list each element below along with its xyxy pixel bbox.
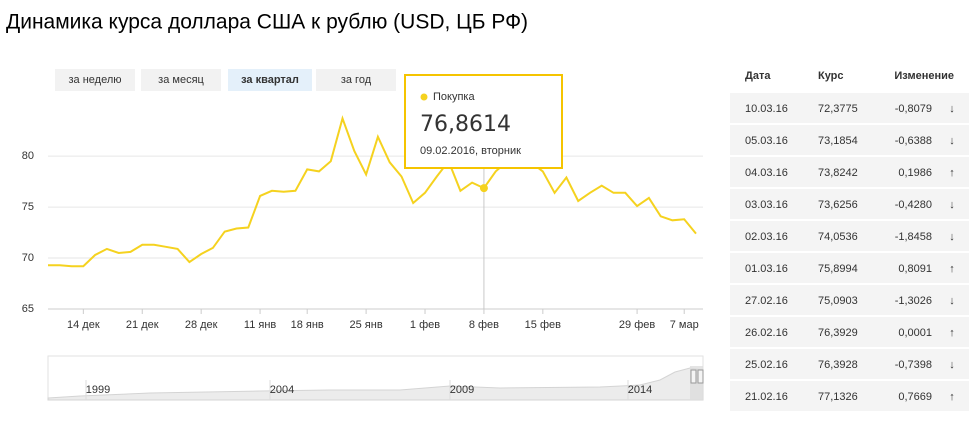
change-arrow: ↓ <box>949 199 955 211</box>
change-arrow: ↓ <box>949 135 955 147</box>
table-row <box>730 317 969 347</box>
tooltip-series: Покупка <box>433 91 475 103</box>
x-tick-label: 1 фев <box>410 319 440 331</box>
navigator: 1999 2004 2009 2014 <box>47 355 704 401</box>
y-tick-label: 70 <box>22 252 34 264</box>
change-arrow: ↓ <box>949 295 955 307</box>
tab[interactable] <box>228 69 312 91</box>
table-cell: 74,0536 <box>818 231 858 243</box>
table-cell: -1,8458 <box>895 231 932 243</box>
tooltip-dot <box>420 93 428 101</box>
x-tick-label: 25 янв <box>350 319 383 331</box>
tab-label[interactable]: за неделю <box>68 74 121 86</box>
change-arrow: ↑ <box>949 327 955 339</box>
x-tick-label: 8 фев <box>469 319 499 331</box>
table-cell: 04.03.16 <box>745 167 788 179</box>
tab[interactable] <box>316 69 396 91</box>
tooltip: Покупка 76,8614 09.02.2016, вторник <box>404 74 563 169</box>
tab-label[interactable]: за квартал <box>241 74 299 86</box>
navigator-label: 2014 <box>628 384 652 396</box>
table-cell: 73,1854 <box>818 135 858 147</box>
table-cell: 73,8242 <box>818 167 858 179</box>
table-cell: 27.02.16 <box>745 295 788 307</box>
table-cell: 0,1986 <box>898 167 932 179</box>
tooltip-value: 76,8614 <box>420 112 511 137</box>
table-row <box>730 157 969 187</box>
change-arrow: ↓ <box>949 103 955 115</box>
table-cell: 76,3929 <box>818 327 858 339</box>
column-header: Изменение <box>894 70 954 82</box>
table-cell: -0,7398 <box>895 359 932 371</box>
table-cell: 02.03.16 <box>745 231 788 243</box>
table-row <box>730 221 969 251</box>
table-cell: 01.03.16 <box>745 263 788 275</box>
table-row <box>730 349 969 379</box>
tab-label[interactable]: за год <box>341 74 372 86</box>
table-cell: 75,8994 <box>818 263 858 275</box>
table-cell: 05.03.16 <box>745 135 788 147</box>
table-row <box>730 125 969 155</box>
change-arrow: ↑ <box>949 167 955 179</box>
table-cell: 77,1326 <box>818 391 858 403</box>
rates-table: Дата Курс Изменение 10.03.16 72,3775 -0,8079 ↓… <box>730 70 969 411</box>
table-cell: 03.03.16 <box>745 199 788 211</box>
x-tick-label: 14 дек <box>67 319 100 331</box>
change-arrow: ↓ <box>949 231 955 243</box>
y-tick-label: 80 <box>22 150 34 162</box>
x-tick-label: 18 янв <box>291 319 324 331</box>
tooltip-box <box>404 74 563 169</box>
x-tick-label: 7 мар <box>670 319 699 331</box>
table-row <box>730 93 969 123</box>
table-cell: 0,0001 <box>898 327 932 339</box>
x-tick-label: 11 янв <box>244 319 277 331</box>
table-cell: 10.03.16 <box>745 103 788 115</box>
table-cell: 25.02.16 <box>745 359 788 371</box>
change-arrow: ↑ <box>949 263 955 275</box>
column-header: Дата <box>745 70 771 82</box>
x-tick-label: 15 фев <box>525 319 561 331</box>
hover-point[interactable] <box>479 184 488 193</box>
table-cell: 26.02.16 <box>745 327 788 339</box>
page-title: Динамика курса доллара США к рублю (USD,… <box>6 11 528 34</box>
tooltip-date: 09.02.2016, вторник <box>420 145 521 157</box>
line-series <box>48 115 697 268</box>
tab-label[interactable]: за месяц <box>158 74 204 86</box>
tabs: за неделю за месяц за квартал за год <box>55 69 396 91</box>
table-cell: 21.02.16 <box>745 391 788 403</box>
table-cell: -0,8079 <box>895 103 932 115</box>
chart: 65 70 75 80 14 дек 21 дек 28 дек 11 янв 18 янв 25… <box>22 95 703 331</box>
table-cell: -1,3026 <box>895 295 932 307</box>
navigator-label: 2009 <box>450 384 474 396</box>
navigator-label: 2004 <box>270 384 294 396</box>
navigator-label: 1999 <box>86 384 110 396</box>
table-row <box>730 189 969 219</box>
change-arrow: ↑ <box>949 391 955 403</box>
column-header: Курс <box>818 70 844 82</box>
change-arrow: ↓ <box>949 359 955 371</box>
table-cell: 75,0903 <box>818 295 858 307</box>
tab[interactable] <box>55 69 135 91</box>
x-tick-label: 21 дек <box>126 319 159 331</box>
table-cell: 73,6256 <box>818 199 858 211</box>
table-cell: -0,4280 <box>895 199 932 211</box>
navigator-handle[interactable] <box>697 369 704 384</box>
y-tick-label: 75 <box>22 201 34 213</box>
table-row <box>730 285 969 315</box>
tab[interactable] <box>141 69 221 91</box>
table-cell: 72,3775 <box>818 103 858 115</box>
y-tick-label: 65 <box>22 303 34 315</box>
table-cell: 0,7669 <box>898 391 932 403</box>
table-row <box>730 253 969 283</box>
table-row <box>730 381 969 411</box>
x-tick-label: 28 дек <box>185 319 218 331</box>
table-cell: 76,3928 <box>818 359 858 371</box>
navigator-handle[interactable] <box>690 369 697 384</box>
table-cell: -0,6388 <box>895 135 932 147</box>
x-tick-label: 29 фев <box>619 319 655 331</box>
table-cell: 0,8091 <box>898 263 932 275</box>
